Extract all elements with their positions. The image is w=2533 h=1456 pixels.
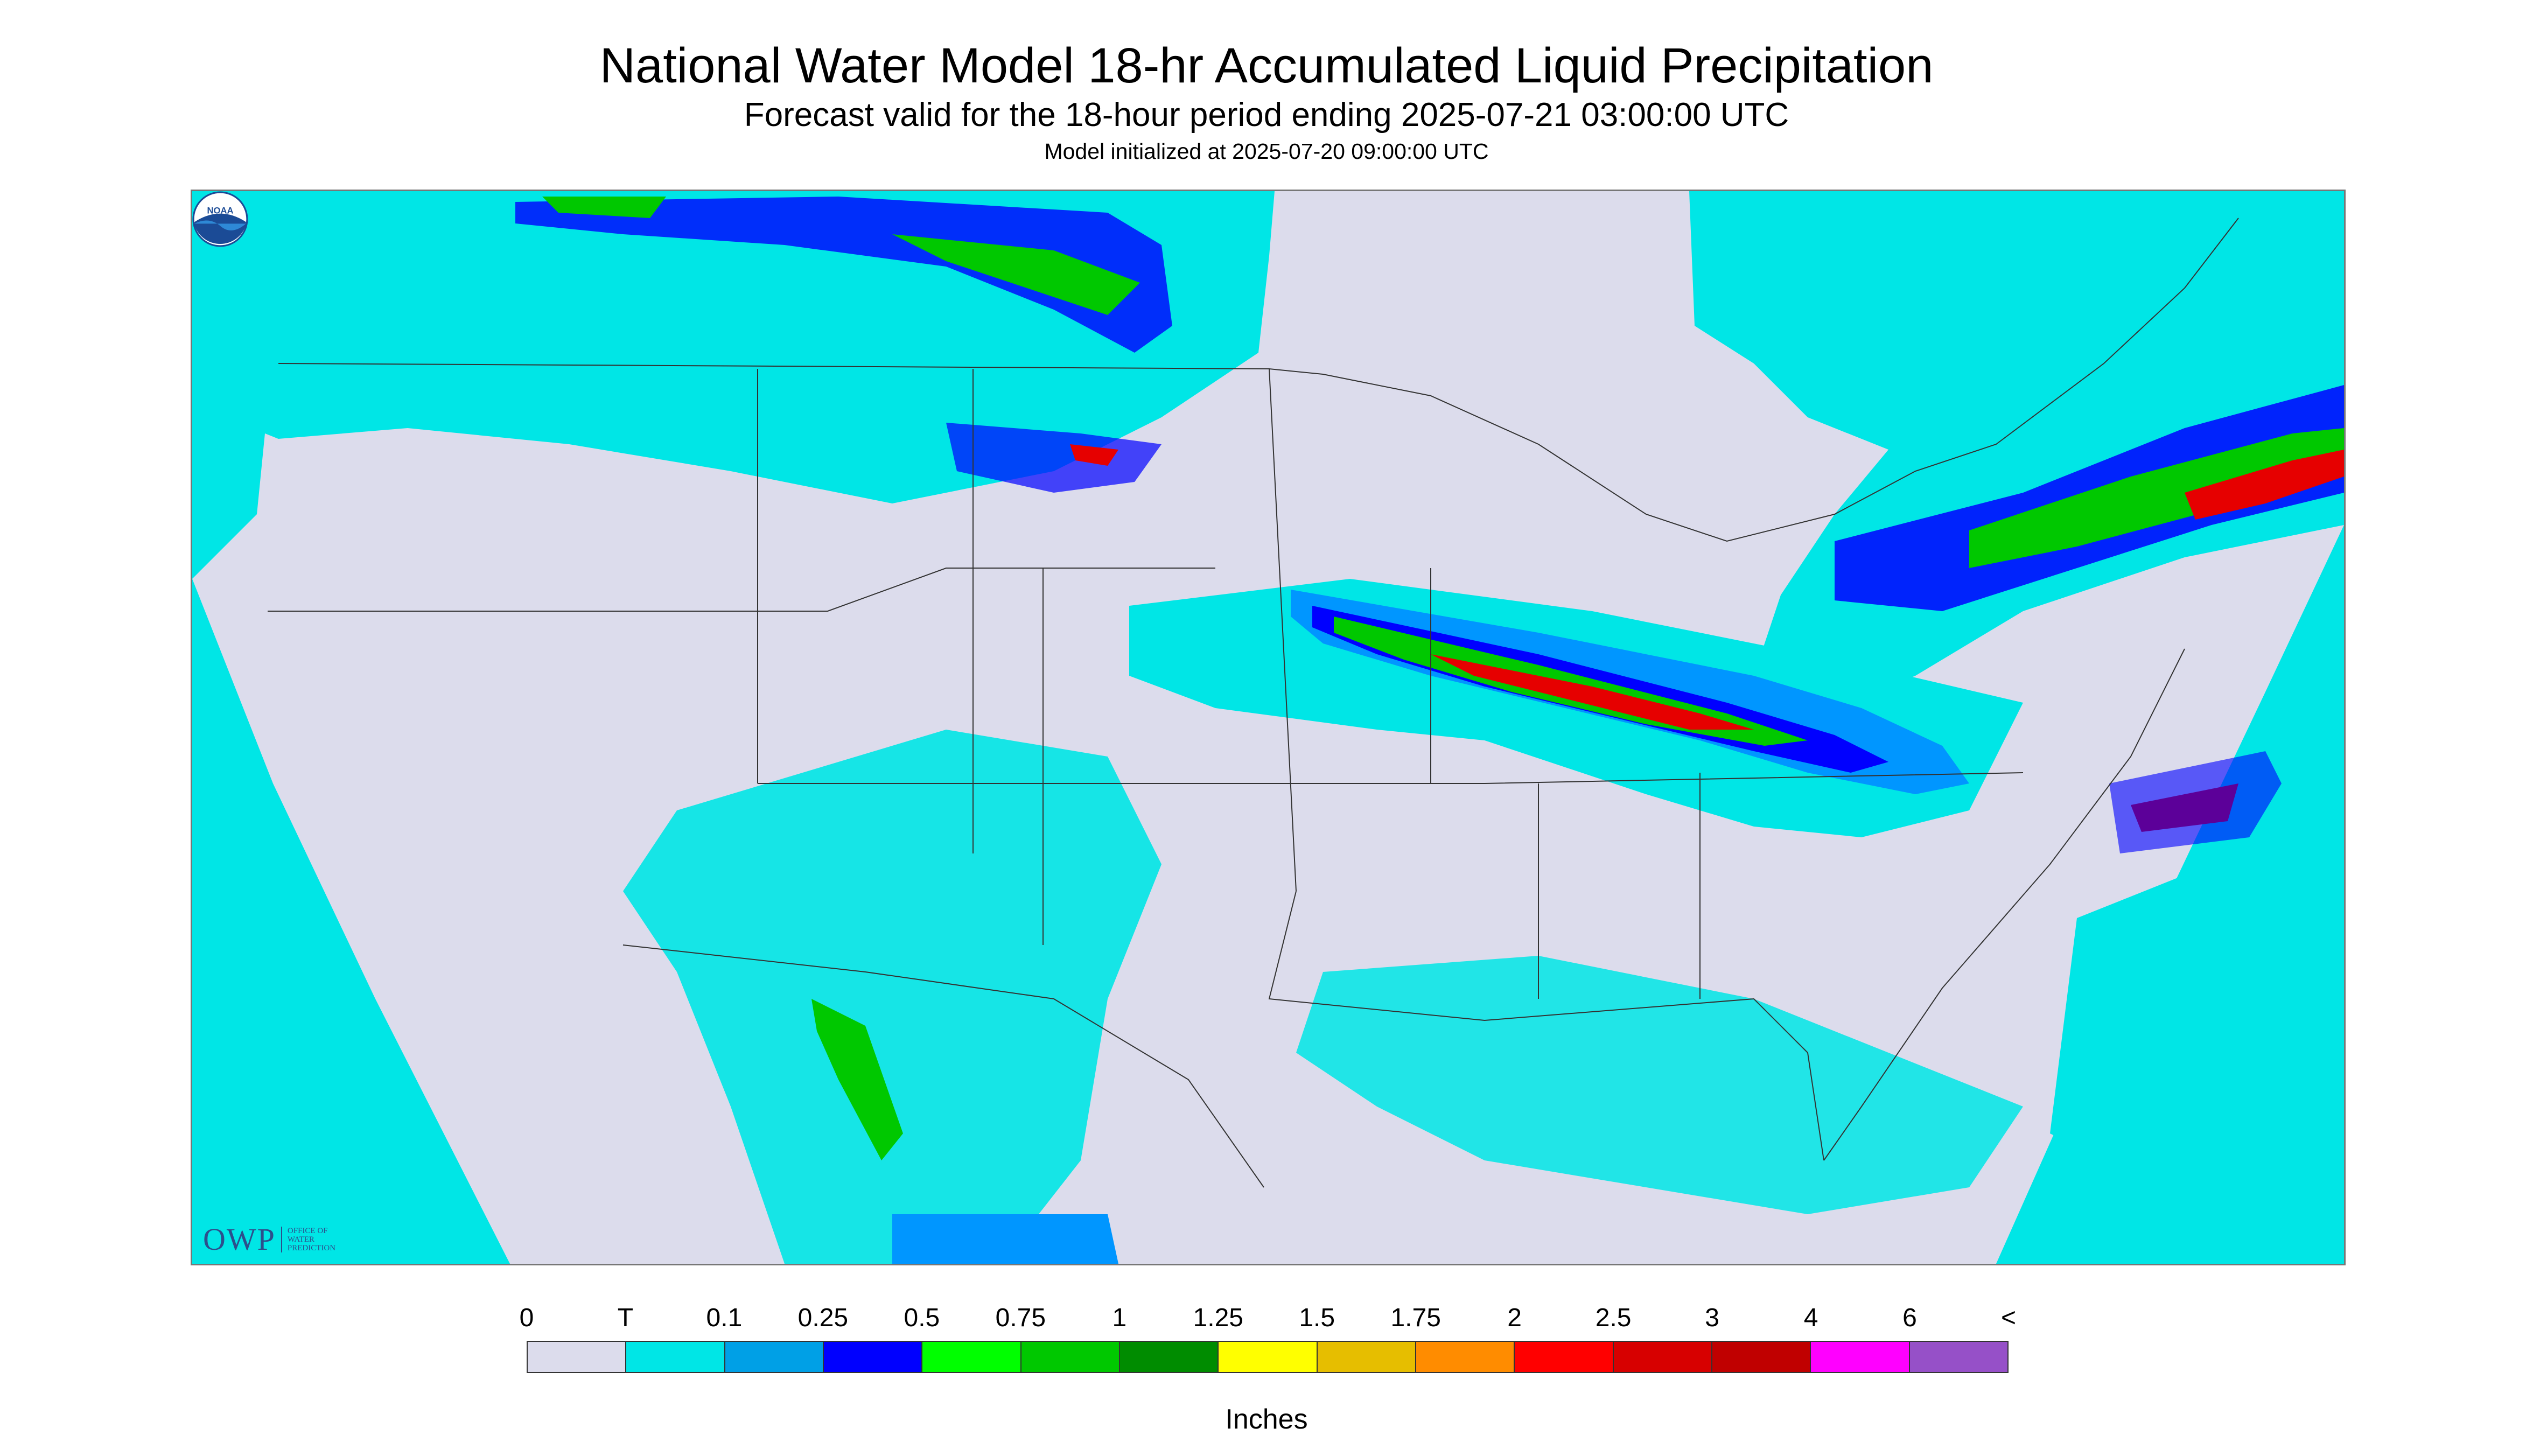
legend-swatch bbox=[823, 1342, 923, 1372]
legend-swatch bbox=[1712, 1342, 1811, 1372]
trace-area-southwest bbox=[623, 730, 1161, 1264]
legend-unit-label: Inches bbox=[1225, 1404, 1308, 1435]
owp-logo-text-line: Prediction bbox=[287, 1243, 336, 1252]
legend-swatch bbox=[626, 1342, 725, 1372]
legend-swatch bbox=[1219, 1342, 1318, 1372]
legend-tick-label: 0.75 bbox=[995, 1304, 1046, 1332]
legend-tick-label: < bbox=[2000, 1304, 2017, 1332]
legend-swatch bbox=[1613, 1342, 1712, 1372]
legend-tick-label: 0 bbox=[519, 1304, 534, 1332]
band-north-green-2 bbox=[542, 197, 666, 218]
band-mexico-green bbox=[811, 999, 903, 1160]
legend-swatch bbox=[922, 1342, 1021, 1372]
legend-swatch bbox=[1811, 1342, 1910, 1372]
model-init-line: Model initialized at 2025-07-20 09:00:00… bbox=[1044, 139, 1489, 164]
owp-logo: OWP Office of Water Prediction bbox=[203, 1221, 335, 1257]
noaa-logo: NOAA bbox=[192, 191, 248, 247]
west-outside-domain bbox=[192, 579, 510, 1264]
legend-tick-label: 0.5 bbox=[904, 1304, 940, 1332]
legend-swatch bbox=[725, 1342, 824, 1372]
legend-swatch bbox=[528, 1342, 627, 1372]
legend-tick-label: 1.25 bbox=[1193, 1304, 1243, 1332]
legend-tick-label: 6 bbox=[1902, 1304, 1917, 1332]
legend-tick-label: 4 bbox=[1803, 1304, 1818, 1332]
legend-tick-label: 0.1 bbox=[706, 1304, 743, 1332]
map-subtitle: Forecast valid for the 18-hour period en… bbox=[744, 96, 1789, 134]
legend-tick-label: 1.75 bbox=[1390, 1304, 1441, 1332]
band-mexico-blue bbox=[892, 1214, 1118, 1264]
band-north-green bbox=[892, 234, 1140, 315]
legend-swatch bbox=[1515, 1342, 1614, 1372]
trace-area-atlantic bbox=[2050, 864, 2249, 1160]
legend-swatch bbox=[1317, 1342, 1416, 1372]
map-graphic bbox=[192, 191, 2344, 1264]
legend-tick-label: T bbox=[617, 1304, 634, 1332]
legend-labels: 0 T 0.1 0.25 0.5 0.75 1 1.25 1.5 1.75 2 2.5 3 4 6 < bbox=[520, 1303, 2016, 1341]
band-northeast-green bbox=[1969, 428, 2344, 568]
legend-swatch bbox=[1119, 1342, 1219, 1372]
band-carolina-blue bbox=[2109, 751, 2282, 853]
political-boundaries bbox=[268, 218, 2239, 1188]
legend-color-bar bbox=[527, 1341, 2009, 1373]
legend-tick-label: 2.5 bbox=[1595, 1304, 1632, 1332]
owp-logo-mark: OWP bbox=[203, 1222, 276, 1257]
band-northeast-red bbox=[2185, 450, 2344, 520]
noaa-logo-text: NOAA bbox=[207, 206, 234, 216]
legend-tick-label: 3 bbox=[1705, 1304, 1719, 1332]
owp-logo-text-line: Office of bbox=[287, 1226, 328, 1235]
trace-area-gulf bbox=[1296, 956, 2023, 1214]
legend-swatch bbox=[1909, 1342, 2007, 1372]
band-dakotas-red bbox=[1070, 444, 1118, 466]
legend-tick-label: 1 bbox=[1112, 1304, 1127, 1332]
owp-logo-text-line: Water bbox=[287, 1235, 314, 1244]
precipitation-legend: 0 T 0.1 0.25 0.5 0.75 1 1.25 1.5 1.75 2 2.5 3 4 6 < bbox=[520, 1303, 2016, 1373]
legend-tick-label: 2 bbox=[1507, 1304, 1522, 1332]
band-dakotas bbox=[946, 423, 1161, 493]
owp-logo-text: Office of Water Prediction bbox=[281, 1226, 336, 1252]
band-north-blue bbox=[515, 197, 1172, 353]
legend-swatch bbox=[1416, 1342, 1515, 1372]
legend-tick-label: 1.5 bbox=[1299, 1304, 1335, 1332]
band-red-midwest bbox=[1431, 654, 1754, 730]
precipitation-map: OWP Office of Water Prediction NOAA bbox=[191, 190, 2346, 1265]
legend-swatch bbox=[1021, 1342, 1120, 1372]
map-title: National Water Model 18-hr Accumulated L… bbox=[599, 38, 1934, 93]
legend-tick-label: 0.25 bbox=[797, 1304, 849, 1332]
